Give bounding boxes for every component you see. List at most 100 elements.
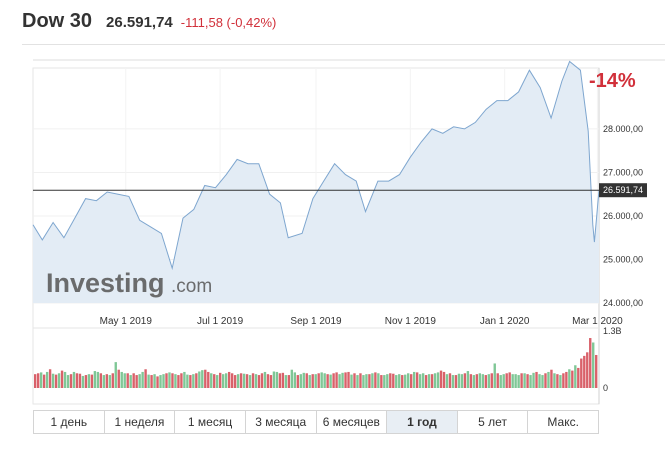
volume-bar: [263, 371, 267, 388]
volume-bar: [227, 371, 231, 388]
x-tick-label: Jul 1 2019: [197, 316, 244, 327]
range-3-months[interactable]: 3 месяца: [246, 411, 317, 433]
volume-bar: [332, 373, 335, 388]
volume-bar: [338, 374, 341, 388]
volume-bar: [183, 371, 186, 388]
volume-bar: [195, 373, 198, 388]
volume-bar: [410, 374, 413, 388]
y-tick-label: 25.000,00: [603, 254, 643, 264]
volume-bar: [412, 371, 416, 388]
range-1-year[interactable]: 1 год: [387, 411, 458, 433]
volume-bar: [201, 370, 204, 388]
volume-bar: [105, 374, 108, 388]
volume-bar: [589, 338, 592, 388]
volume-bar: [595, 354, 598, 388]
volume-bar: [523, 373, 526, 388]
last-price: 26.591,74: [106, 14, 173, 31]
volume-bar: [114, 362, 117, 388]
volume-bar: [415, 372, 419, 388]
investing-watermark: Investing .com: [46, 268, 212, 298]
volume-bar: [219, 372, 222, 388]
volume-bar: [108, 375, 111, 388]
volume-bar: [526, 374, 529, 388]
watermark-bold: Investing: [46, 268, 165, 298]
price-area: [33, 61, 599, 303]
volume-bar: [51, 373, 55, 388]
volume-bar: [404, 374, 407, 388]
x-tick-label: May 1 2019: [100, 316, 153, 327]
volume-bar: [493, 363, 496, 388]
volume-bar: [186, 374, 189, 388]
volume-bar: [233, 375, 237, 388]
volume-bar: [102, 375, 106, 388]
volume-bar: [189, 375, 192, 388]
volume-bar: [562, 373, 565, 388]
volume-bar: [39, 372, 43, 388]
volume-bar: [168, 372, 171, 388]
y-tick-label: 28.000,00: [603, 124, 643, 134]
volume-bar: [320, 372, 323, 388]
volume-bar: [117, 369, 120, 388]
volume-bar: [547, 371, 550, 388]
volume-bar: [424, 375, 428, 388]
volume-bar: [257, 375, 261, 388]
volume-bar: [436, 372, 440, 388]
volume-bar: [592, 342, 595, 388]
volume-bar: [254, 374, 258, 388]
volume-bar: [401, 375, 404, 388]
volume-bar: [380, 375, 383, 388]
volume-bar: [511, 374, 514, 388]
price-tag-label: 26.591,74: [603, 185, 643, 195]
volume-bar: [239, 373, 243, 388]
x-tick-label: Sep 1 2019: [290, 316, 342, 327]
volume-bar: [150, 375, 153, 388]
volume-bar: [260, 373, 264, 388]
instrument-title: Dow 30: [22, 10, 93, 32]
quote-header: Dow 30 26.591,74 -111,58 (-0,42%): [22, 10, 276, 40]
volume-bar: [344, 372, 347, 388]
volume-bar: [583, 355, 586, 388]
volume-bar: [433, 373, 437, 388]
volume-bar: [460, 374, 464, 388]
volume-bar: [365, 374, 368, 388]
volume-bar: [308, 375, 311, 388]
volume-bar: [389, 373, 392, 388]
volume-bar: [72, 371, 76, 388]
range-5-years[interactable]: 5 лет: [458, 411, 529, 433]
range-1-month[interactable]: 1 месяц: [175, 411, 246, 433]
volume-bar: [565, 371, 568, 388]
volume-bar: [230, 373, 234, 388]
volume-bar: [350, 374, 353, 388]
x-tick-label: Nov 1 2019: [385, 316, 437, 327]
volume-bar: [290, 369, 294, 388]
volume-bar: [266, 374, 270, 388]
range-1-day[interactable]: 1 день: [34, 411, 105, 433]
volume-bar: [311, 374, 314, 388]
volume-axis-max: 1.3B: [603, 326, 622, 336]
volume-bar: [559, 375, 562, 388]
range-max[interactable]: Макс.: [547, 415, 579, 429]
volume-bar: [138, 374, 141, 388]
volume-bar: [269, 375, 273, 388]
volume-bar: [42, 374, 46, 388]
volume-bar: [111, 373, 114, 388]
volume-bar: [541, 375, 544, 388]
volume-bar: [359, 373, 362, 388]
volume-bar: [487, 374, 490, 388]
volume-bar: [99, 373, 103, 388]
decline-annotation: -14%: [589, 70, 636, 92]
watermark-suffix: .com: [171, 276, 212, 297]
volume-bar: [550, 369, 553, 388]
volume-bar: [353, 373, 356, 388]
volume-bar: [347, 371, 350, 388]
volume-bar: [177, 375, 180, 388]
volume-bar: [326, 374, 329, 388]
range-6-months[interactable]: 6 месяцев: [317, 411, 388, 433]
range-1-week[interactable]: 1 неделя: [105, 411, 176, 433]
volume-bar: [478, 373, 482, 388]
volume-bar: [144, 369, 147, 388]
volume-bar: [568, 369, 571, 388]
volume-bar: [84, 375, 88, 388]
price-line: [32, 60, 600, 271]
